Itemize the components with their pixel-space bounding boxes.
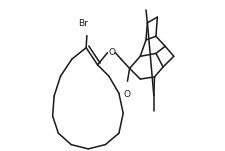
Text: Br: Br <box>78 19 88 28</box>
Text: O: O <box>124 90 131 99</box>
Text: O: O <box>108 48 115 57</box>
